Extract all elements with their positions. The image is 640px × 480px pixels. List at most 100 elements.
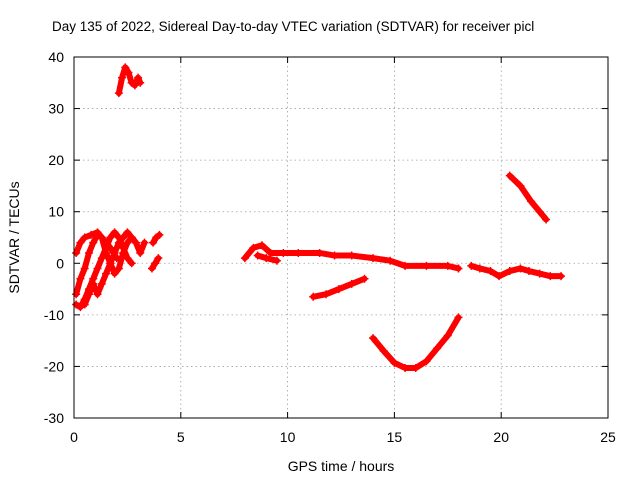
data-point: [106, 233, 115, 242]
data-point: [123, 254, 132, 263]
data-point: [390, 358, 399, 367]
data-point: [486, 267, 495, 276]
series-track-late-main: [467, 261, 566, 281]
data-point: [411, 363, 420, 372]
data-point: [422, 261, 431, 270]
data-point: [114, 89, 123, 98]
data-point: [97, 233, 106, 242]
data-point: [93, 290, 102, 299]
data-track: [506, 172, 550, 223]
data-point: [360, 274, 369, 283]
series-track-mid-lower: [309, 274, 369, 301]
data-point: [72, 300, 81, 309]
data-point: [118, 73, 127, 82]
data-point: [279, 248, 288, 257]
series-track-early-main-d: [80, 228, 136, 309]
data-point: [97, 279, 106, 288]
data-point: [131, 238, 140, 247]
series-track-long-main: [240, 241, 463, 273]
data-point: [433, 344, 442, 353]
data-point: [136, 248, 145, 257]
data-point: [147, 264, 156, 273]
data-track: [370, 314, 462, 371]
data-point: [454, 313, 463, 322]
x-axis-label: GPS time / hours: [288, 458, 395, 474]
y-tick-label: -20: [44, 358, 64, 374]
y-tick-label: 40: [48, 49, 64, 65]
data-point: [315, 248, 324, 257]
data-point: [334, 285, 343, 294]
data-track: [468, 262, 565, 280]
data-point: [110, 269, 119, 278]
data-point: [134, 73, 143, 82]
data-point: [467, 261, 476, 270]
data-point: [249, 243, 258, 252]
data-point: [140, 238, 149, 247]
data-point: [102, 243, 111, 252]
data-point: [322, 290, 331, 299]
data-point: [401, 363, 410, 372]
data-point: [93, 264, 102, 273]
data-point: [127, 259, 136, 268]
data-point: [386, 256, 395, 265]
data-point: [401, 261, 410, 270]
data-point: [106, 259, 115, 268]
x-tick-label: 20: [493, 429, 509, 445]
data-point: [516, 264, 525, 273]
data-point: [97, 254, 106, 263]
data-point: [369, 334, 378, 343]
y-tick-label: 0: [56, 255, 64, 271]
x-tick-label: 10: [280, 429, 296, 445]
data-point: [443, 331, 452, 340]
data-point: [110, 248, 119, 257]
plot-frame: [73, 56, 609, 419]
x-tick-label: 25: [600, 429, 616, 445]
data-point: [516, 181, 525, 190]
y-tick-label: 30: [48, 101, 64, 117]
chart-title: Day 135 of 2022, Sidereal Day-to-day VTE…: [52, 19, 535, 34]
data-point: [422, 357, 431, 366]
data-point: [154, 254, 163, 263]
series-track-early-right-b: [147, 254, 163, 273]
data-point: [93, 230, 102, 239]
data-point: [76, 303, 85, 312]
series-track-arc: [369, 313, 463, 372]
data-point: [379, 346, 388, 355]
x-tick-label: 15: [387, 429, 403, 445]
axis-ticks: 0 5 10 15 20 25 -30 -20 -10 0 10 20 30 40: [44, 49, 616, 445]
data-point: [76, 238, 85, 247]
data-point: [76, 274, 85, 283]
data-point: [149, 238, 158, 247]
data-point: [535, 269, 544, 278]
data-point: [309, 292, 318, 301]
data-point: [454, 264, 463, 273]
data-point: [119, 243, 128, 252]
data-point: [262, 254, 271, 263]
data-point: [151, 259, 160, 268]
data-point: [475, 264, 484, 273]
data-point: [119, 233, 128, 242]
data-point: [114, 264, 123, 273]
y-tick-label: -30: [44, 410, 64, 426]
data-point: [80, 233, 89, 242]
data-point: [72, 248, 81, 257]
data-point: [257, 241, 266, 250]
data-point: [443, 261, 452, 270]
data-point: [266, 248, 275, 257]
data-point: [155, 230, 164, 239]
data-point: [89, 238, 98, 247]
data-point: [84, 290, 93, 299]
data-point: [121, 63, 130, 72]
data-point: [110, 228, 119, 237]
data-point: [136, 78, 145, 87]
data-point: [84, 248, 93, 257]
data-point: [123, 238, 132, 247]
data-point: [130, 81, 139, 90]
data-point: [546, 272, 555, 281]
y-axis-label: SDTVAR / TECUs: [6, 181, 22, 293]
data-point: [535, 207, 544, 216]
x-tick-label: 0: [70, 429, 78, 445]
data-point: [505, 267, 514, 276]
data-point: [330, 251, 339, 260]
